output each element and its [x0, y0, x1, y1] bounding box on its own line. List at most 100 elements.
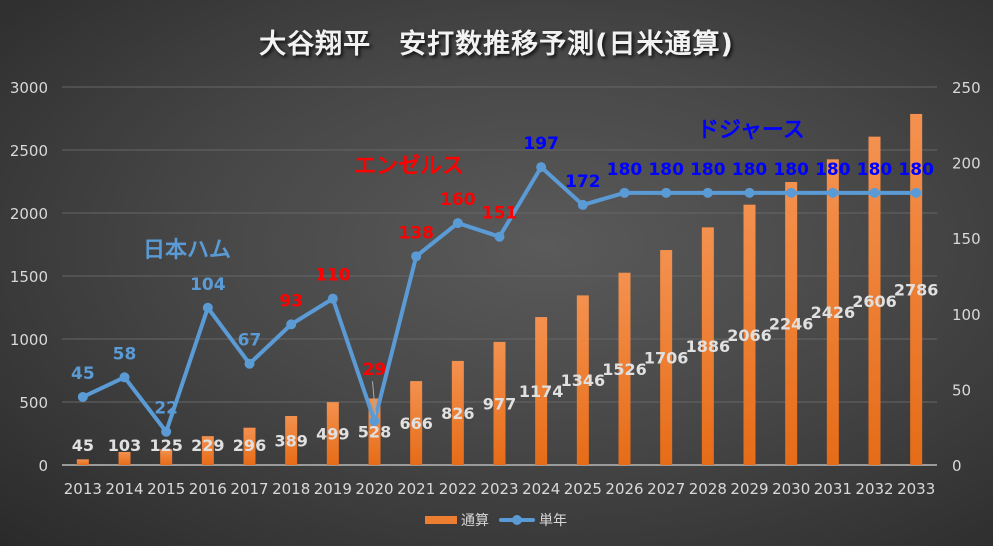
line-data-label: 180	[898, 160, 934, 180]
legend: 通算 単年	[425, 510, 567, 530]
x-tick-label: 2030	[772, 480, 810, 498]
line-data-label: 197	[523, 134, 559, 154]
bar-data-label: 1526	[602, 360, 647, 379]
legend-label: 単年	[539, 513, 567, 529]
y-left-tick-label: 3000	[10, 79, 48, 97]
line-data-label: 180	[773, 160, 809, 180]
y-left-tick-label: 1500	[10, 268, 48, 286]
bar	[118, 452, 131, 465]
line-data-label: 160	[440, 190, 476, 210]
x-tick-label: 2025	[564, 480, 602, 498]
x-tick-label: 2033	[897, 480, 935, 498]
x-tick-label: 2019	[314, 480, 352, 498]
x-tick-label: 2014	[105, 480, 143, 498]
legend-label: 通算	[461, 513, 489, 529]
line-data-label: 151	[482, 204, 518, 224]
line-data-label: 180	[690, 160, 726, 180]
x-tick-label: 2026	[605, 480, 643, 498]
line-data-label: 180	[815, 160, 851, 180]
bar-data-label: 499	[316, 425, 349, 444]
bar-data-label: 826	[441, 404, 474, 423]
x-tick-label: 2013	[64, 480, 102, 498]
line-point	[494, 231, 505, 242]
x-tick-label: 2017	[230, 480, 268, 498]
bar	[576, 295, 589, 465]
line-data-label: 180	[732, 160, 768, 180]
line-point	[536, 162, 547, 173]
line-point	[244, 358, 255, 369]
line-data-label: 67	[238, 331, 262, 351]
bar-data-label: 1174	[519, 382, 564, 401]
y-right-tick-label: 150	[952, 230, 981, 248]
line-point	[869, 187, 880, 198]
bar	[785, 182, 798, 465]
bar	[618, 272, 631, 465]
line-point	[119, 372, 130, 383]
annotation-nippon-ham: 日本ハム	[143, 238, 232, 263]
y-left-tick-label: 2500	[10, 142, 48, 160]
legend-item-cumulative: 通算	[425, 510, 489, 530]
line-data-label: 180	[648, 160, 684, 180]
x-tick-label: 2018	[272, 480, 310, 498]
bar-data-label: 389	[274, 431, 307, 450]
bar	[910, 113, 923, 466]
line-point	[827, 187, 838, 198]
bar-data-label: 45	[72, 436, 94, 455]
y-right-tick-label: 0	[952, 457, 962, 475]
line-point	[452, 218, 463, 229]
bar	[160, 449, 173, 465]
x-tick-label: 2024	[522, 480, 560, 498]
y-right-tick-label: 50	[952, 381, 971, 399]
line-point	[744, 187, 755, 198]
line-data-label: 93	[279, 291, 303, 311]
y-left-tick-label: 500	[19, 394, 48, 412]
bar	[535, 317, 548, 465]
line-point	[702, 187, 713, 198]
line-point	[369, 416, 380, 427]
x-tick-label: 2015	[147, 480, 185, 498]
bar-data-label: 125	[149, 436, 182, 455]
bar-data-label: 103	[108, 436, 141, 455]
line-point	[911, 187, 922, 198]
line-data-label: 58	[113, 344, 137, 364]
x-tick-label: 2029	[730, 480, 768, 498]
bar-data-label: 2066	[727, 326, 772, 345]
x-tick-label: 2031	[814, 480, 852, 498]
line-point	[327, 293, 338, 304]
bar	[743, 204, 756, 465]
bar-data-label: 528	[358, 423, 391, 442]
bar-data-label: 296	[233, 436, 266, 455]
line-point	[661, 187, 672, 198]
bar	[76, 459, 89, 465]
bar	[451, 360, 464, 465]
y-right-tick-label: 100	[952, 306, 981, 324]
line-point	[286, 319, 297, 330]
line-data-label: 180	[857, 160, 893, 180]
line-point	[577, 199, 588, 210]
bar-data-label: 2426	[811, 303, 856, 322]
bar-data-label: 229	[191, 436, 224, 455]
bar	[660, 250, 673, 465]
bar-data-label: 666	[399, 414, 432, 433]
x-tick-label: 2016	[189, 480, 227, 498]
legend-swatch-bar	[425, 516, 457, 524]
y-left-tick-label: 2000	[10, 205, 48, 223]
x-tick-label: 2022	[439, 480, 477, 498]
y-right-tick-label: 200	[952, 155, 981, 173]
bar-data-label: 1706	[644, 349, 689, 368]
line-point	[161, 426, 172, 437]
x-tick-label: 2023	[480, 480, 518, 498]
line-data-label: 172	[565, 172, 601, 192]
bar-data-label: 2786	[894, 280, 939, 299]
bar	[701, 227, 714, 465]
x-tick-label: 2028	[689, 480, 727, 498]
bar	[826, 159, 839, 465]
legend-item-yearly: 単年	[499, 510, 567, 530]
y-right-tick-label: 250	[952, 79, 981, 97]
line-point	[786, 187, 797, 198]
line-data-label: 22	[154, 399, 178, 419]
line-point	[411, 251, 422, 262]
bar-data-label: 1346	[561, 371, 606, 390]
line-data-label: 180	[607, 160, 643, 180]
